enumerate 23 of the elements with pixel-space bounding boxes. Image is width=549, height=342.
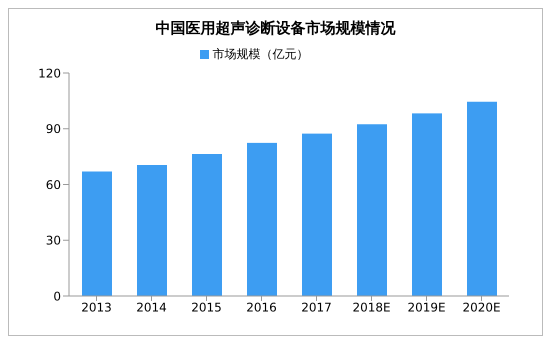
bar bbox=[82, 171, 112, 296]
y-tick-label: 0 bbox=[53, 289, 61, 304]
bar bbox=[192, 154, 222, 296]
bar bbox=[137, 164, 167, 296]
bar bbox=[412, 113, 442, 296]
y-tick-label: 120 bbox=[38, 66, 61, 80]
y-tick-label: 30 bbox=[46, 234, 61, 248]
bar bbox=[247, 142, 277, 296]
bar bbox=[302, 134, 332, 296]
x-tick-label: 2013 bbox=[81, 300, 112, 315]
bar bbox=[357, 124, 387, 296]
x-tick-label: 2016 bbox=[246, 300, 277, 315]
bar bbox=[467, 102, 497, 296]
y-tick-label: 90 bbox=[46, 122, 61, 136]
x-tick-label: 2014 bbox=[136, 300, 167, 315]
x-tick-label: 2017 bbox=[301, 300, 332, 315]
x-tick-label: 2015 bbox=[191, 300, 222, 315]
chart-title: 中国医用超声诊断设备市场规模情况 bbox=[154, 19, 396, 39]
legend-label: 市场规模（亿元） bbox=[212, 47, 308, 61]
y-tick-label: 60 bbox=[46, 178, 61, 192]
x-tick-label: 2019E bbox=[407, 300, 446, 315]
x-tick-label: 2020E bbox=[462, 300, 501, 315]
x-tick-label: 2018E bbox=[352, 300, 391, 315]
